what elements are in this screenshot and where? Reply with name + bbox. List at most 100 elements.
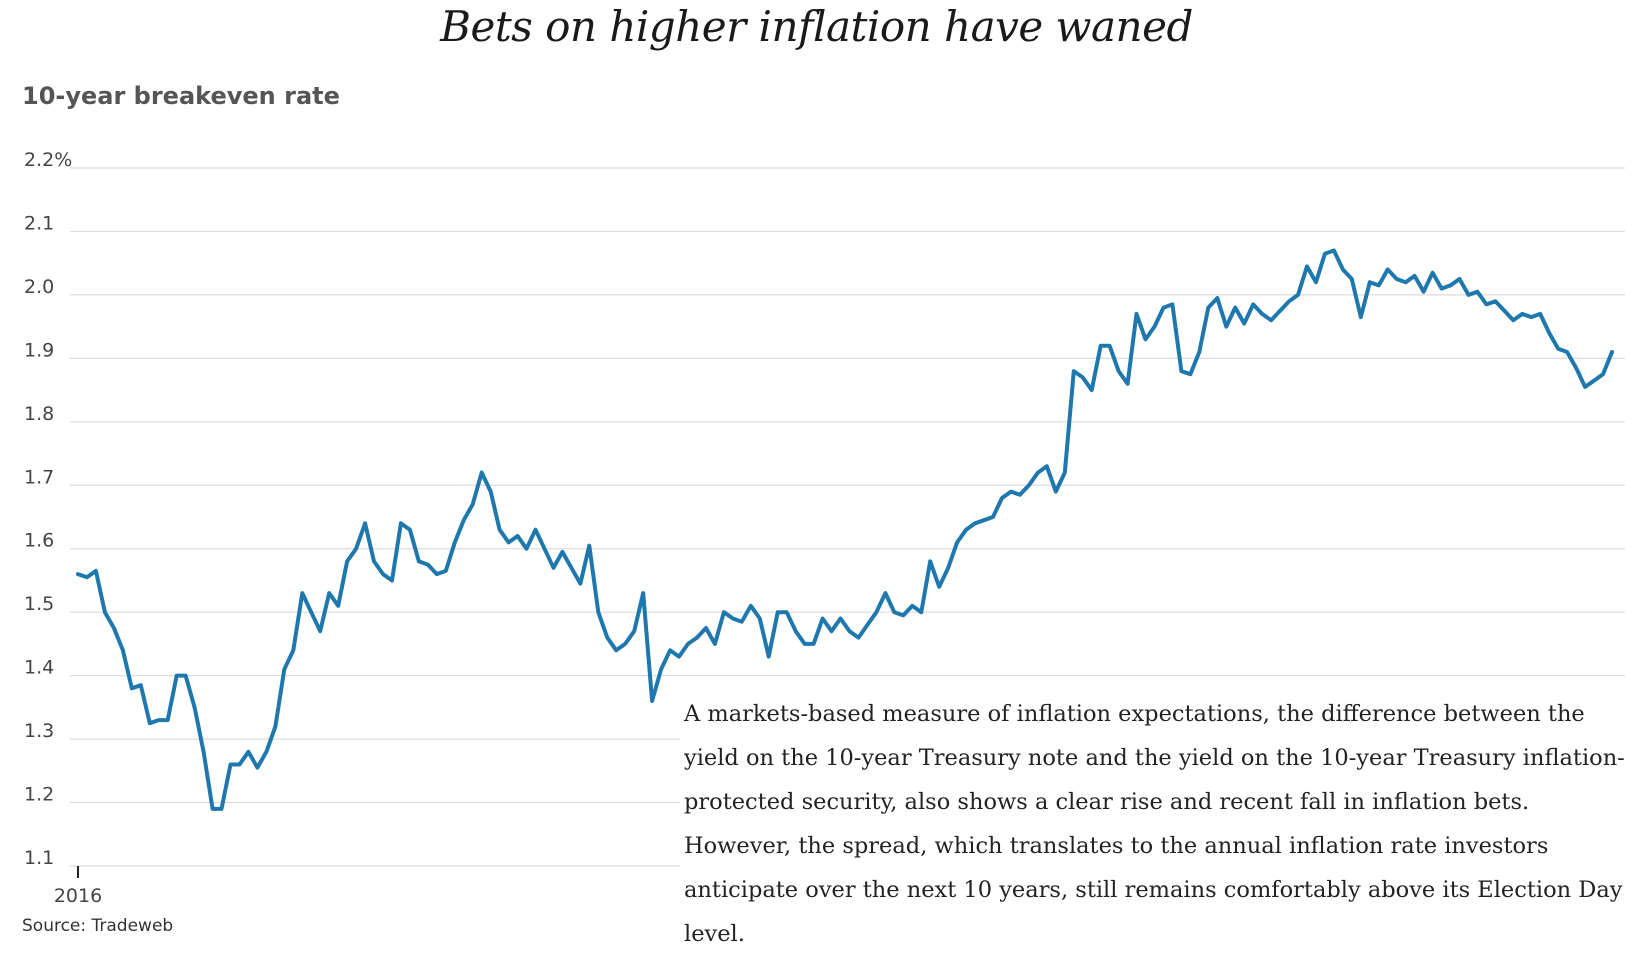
data-point (139, 683, 143, 687)
data-point (1574, 366, 1578, 370)
data-point (175, 674, 179, 678)
data-point (722, 610, 726, 614)
data-point (103, 610, 107, 614)
data-point (1601, 372, 1605, 376)
data-point (345, 559, 349, 564)
data-point (1143, 337, 1148, 341)
data-point (847, 629, 852, 633)
data-point (417, 559, 421, 564)
data-point (390, 578, 394, 583)
data-point (1350, 277, 1354, 281)
data-point (264, 750, 268, 754)
data-point (363, 521, 367, 525)
data-point (1170, 302, 1174, 306)
data-point (812, 642, 816, 646)
data-point (1565, 350, 1569, 354)
data-point (1422, 290, 1426, 294)
data-point (1108, 344, 1112, 348)
y-tick-label: 1.6 (24, 530, 54, 552)
data-point (327, 591, 331, 595)
data-point (1502, 309, 1506, 313)
data-point (1045, 464, 1049, 468)
data-point (166, 718, 170, 722)
data-point (157, 718, 161, 722)
data-point (1134, 312, 1139, 316)
data-point (1296, 293, 1300, 297)
data-point (767, 655, 771, 659)
chart-title: Bets on higher inflation have waned (440, 2, 1193, 51)
data-point (408, 528, 412, 532)
data-point (121, 648, 125, 652)
data-point (1000, 496, 1004, 500)
data-point (1126, 382, 1130, 386)
data-point (1161, 306, 1166, 310)
data-point (1395, 277, 1399, 281)
x-axis: 2016 (54, 866, 102, 907)
data-point (1448, 283, 1453, 287)
data-point (112, 626, 116, 630)
data-point (578, 582, 583, 586)
data-point (946, 566, 950, 570)
data-point (865, 623, 870, 627)
data-point (542, 547, 547, 551)
source-note: Source: Tradeweb (22, 916, 174, 936)
data-point (1152, 325, 1157, 329)
data-point (489, 490, 493, 494)
data-point (1072, 369, 1076, 373)
data-point (85, 575, 89, 579)
data-point (372, 559, 376, 564)
series-layer (76, 248, 1614, 811)
data-point (202, 750, 206, 754)
data-point (1386, 267, 1390, 272)
y-axis-label: 10-year breakeven rate (22, 82, 340, 110)
data-point (1054, 490, 1058, 494)
data-point (668, 648, 672, 652)
data-point (677, 655, 681, 659)
data-point (731, 616, 735, 621)
data-point (1197, 350, 1201, 354)
data-point (749, 604, 753, 608)
data-point (130, 686, 134, 690)
data-point (587, 544, 591, 548)
data-point (1269, 318, 1273, 322)
data-point (1233, 306, 1237, 310)
data-point (928, 559, 932, 564)
data-point (1610, 350, 1614, 354)
y-tick-label: 1.8 (24, 403, 54, 425)
data-point (821, 616, 825, 621)
data-point (551, 566, 556, 570)
data-point (758, 616, 762, 621)
data-point (901, 613, 905, 618)
data-point (1592, 379, 1596, 383)
data-point (785, 610, 789, 614)
data-point (794, 629, 798, 633)
data-point (300, 591, 304, 595)
series-line (76, 248, 1614, 811)
data-point (399, 521, 403, 525)
y-tick-label: 2.2% (24, 149, 72, 171)
data-point (1511, 318, 1515, 322)
data-point (856, 636, 861, 640)
data-point (1081, 375, 1085, 379)
data-point (480, 471, 484, 475)
data-point (1377, 283, 1381, 287)
y-tick-label: 1.7 (24, 466, 54, 488)
data-point (435, 572, 439, 576)
data-point (1090, 388, 1094, 392)
data-point (973, 521, 977, 525)
data-point (1368, 280, 1372, 284)
data-point (318, 629, 322, 633)
data-point (776, 610, 780, 614)
data-point (641, 591, 645, 595)
data-point (1215, 296, 1219, 300)
data-point (829, 629, 834, 633)
data-point (444, 569, 448, 573)
y-tick-label: 1.4 (24, 657, 54, 679)
data-point (381, 572, 385, 576)
data-point (219, 807, 224, 811)
data-point (1359, 315, 1363, 319)
annotation-text: A markets-based measure of inflation exp… (680, 692, 1629, 956)
data-point (874, 610, 879, 614)
data-point (1278, 309, 1282, 313)
